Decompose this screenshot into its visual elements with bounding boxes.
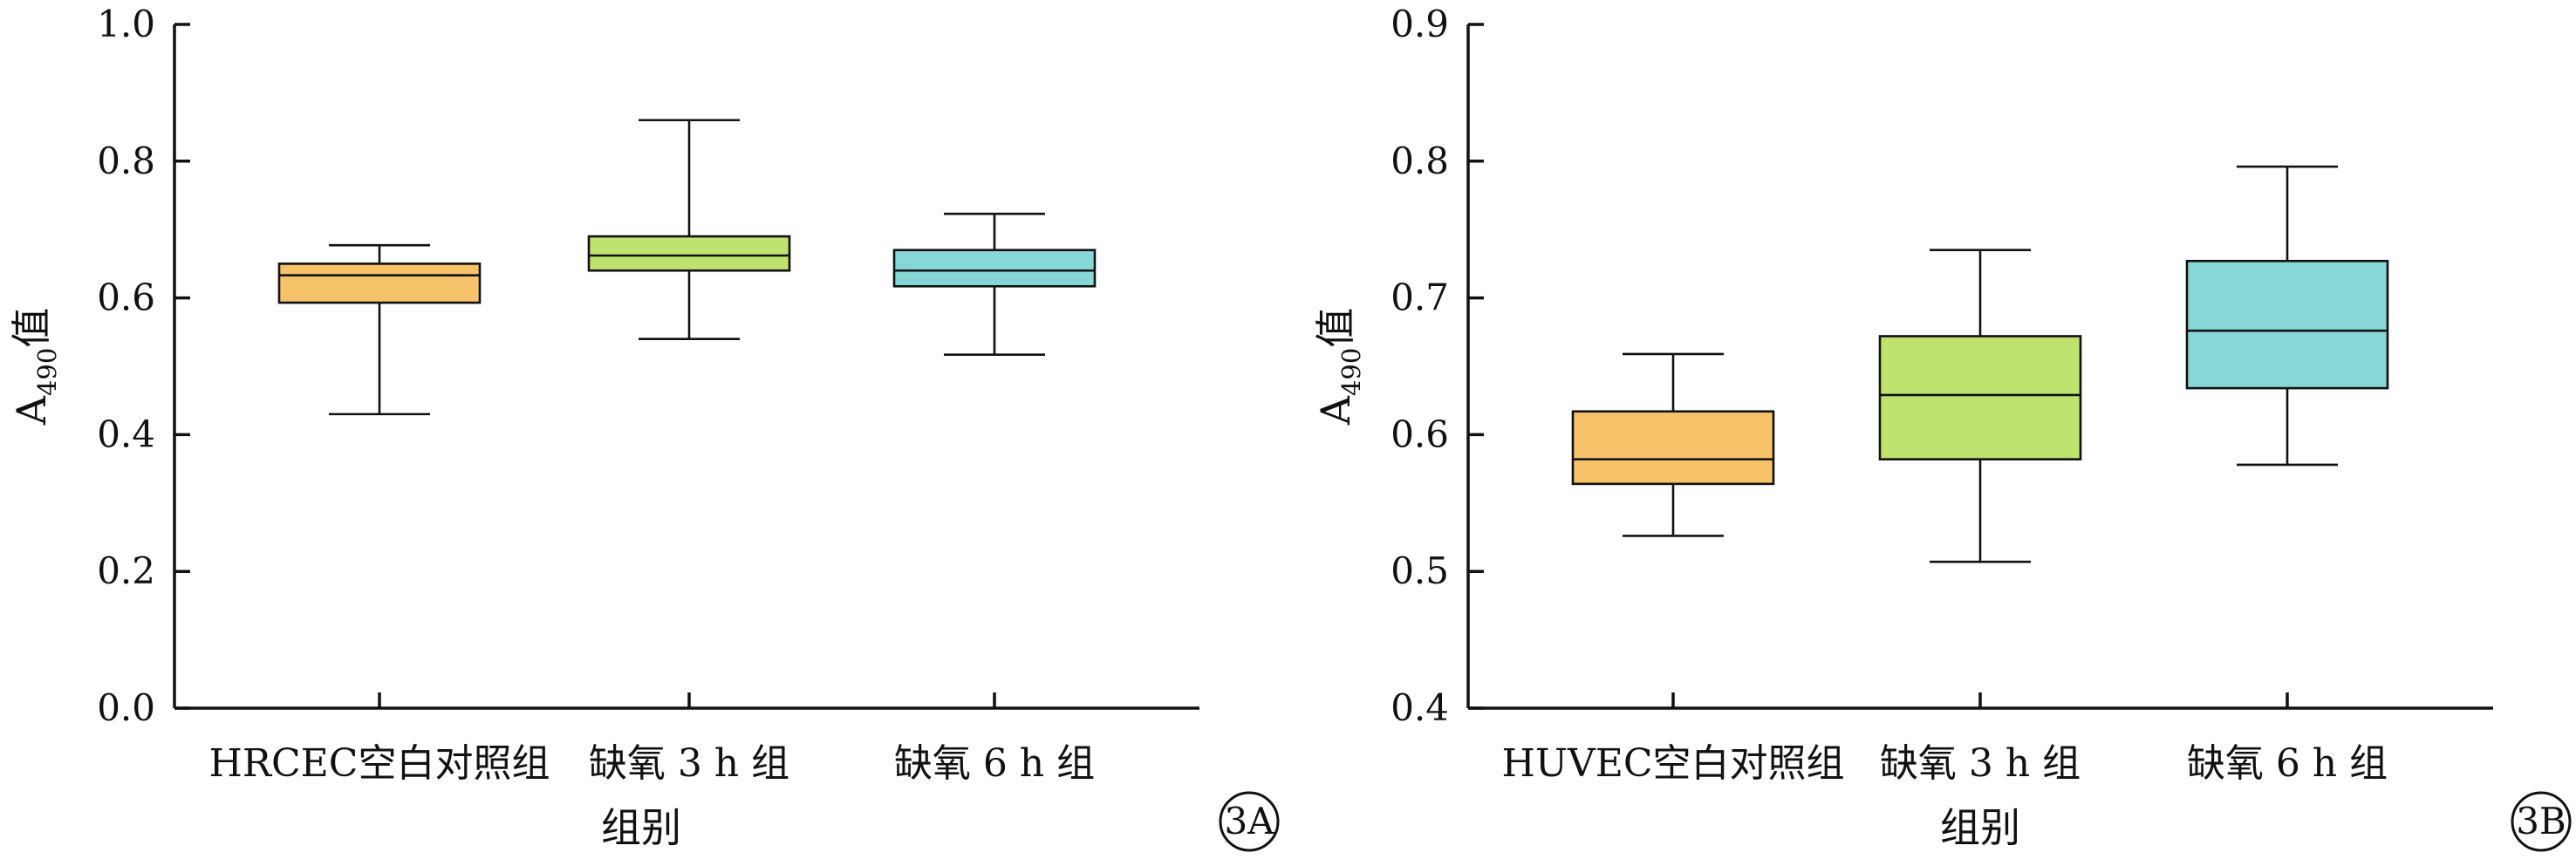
category-label: 缺氧 3 h 组 [589,741,789,786]
panel-badge-label: 3A [1224,800,1274,842]
box-plot-2 [587,119,791,340]
y-axis-title: A490值 [1312,308,1366,426]
panel-badge-circle [1219,791,1280,852]
y-axis-title-subscript: 490 [1336,348,1366,396]
iqr-box [1571,410,1775,486]
box-plot-3 [2185,165,2389,467]
y-axis-title: A490值 [8,308,62,426]
y-tick-label: 0.8 [1390,140,1449,182]
box-plot-3 [892,212,1097,356]
y-tick-label: 0.4 [1390,686,1449,729]
category-label: 缺氧 6 h 组 [894,741,1095,786]
y-tick-label: 1.0 [97,3,155,45]
y-tick-label: 0.2 [97,549,155,592]
y-tick-label: 0.5 [1390,549,1449,592]
y-tick-label: 0.4 [97,413,155,455]
y-axis-title-suffix: 值 [1312,308,1359,348]
box-plot-1 [1571,352,1775,537]
x-axis-title: 组别 [601,804,681,851]
y-axis-title-main: A [1312,395,1359,426]
iqr-box [1878,335,2082,460]
chart-panel-b: 0.4 0.5 0.6 0.7 0.8 0.9 HUVEC空白对照组 缺氧 3 h 组 缺氧 6… [1312,3,2572,852]
y-tick-label: 0.9 [1390,3,1449,45]
y-tick-label: 0.8 [97,140,155,182]
y-axis-title-main: A [8,395,55,426]
chart-panel-a: 0.0 0.2 0.4 0.6 0.8 1.0 HRCEC空白对照组 缺氧 3 h 组 缺氧 6… [8,3,1280,852]
category-label: 缺氧 3 h 组 [1880,741,2081,786]
box-plot-2 [1878,249,2082,563]
y-tick-label: 0.6 [1390,413,1449,455]
x-axis-title: 组别 [1940,804,2020,851]
panel-badge-circle [2511,791,2572,852]
y-axis-title-subscript: 490 [32,348,62,396]
y-tick-label: 0.7 [1390,276,1449,319]
category-label: 缺氧 6 h 组 [2187,741,2388,786]
iqr-box [277,263,482,304]
y-tick-label: 0.0 [97,686,155,729]
y-tick-label: 0.6 [97,276,155,319]
category-label: HUVEC空白对照组 [1501,741,1844,786]
iqr-box [587,235,791,272]
panel-badge-label: 3B [2516,800,2566,842]
box-plot-1 [277,243,482,416]
iqr-box [2185,259,2389,390]
category-label: HRCEC空白对照组 [209,741,550,786]
y-axis-title-suffix: 值 [8,308,55,348]
iqr-box [892,249,1097,288]
